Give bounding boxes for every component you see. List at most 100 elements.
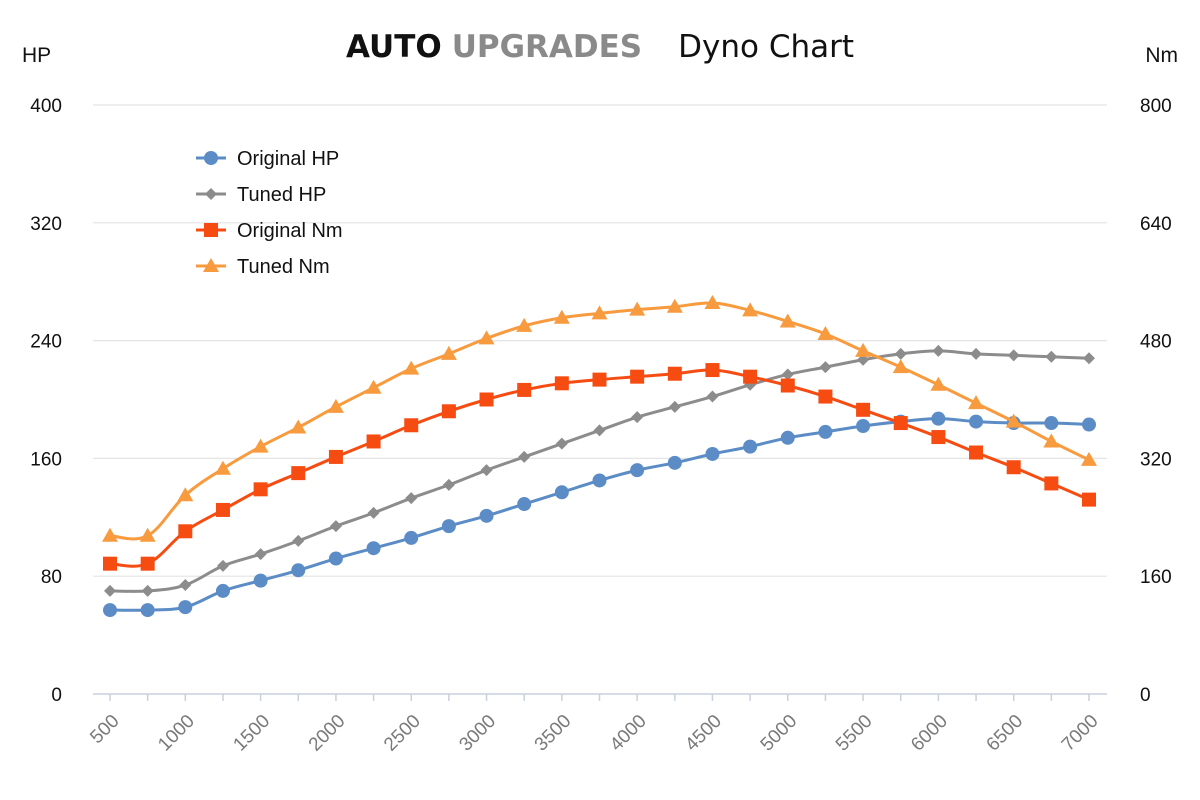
data-point-tuned-nm	[327, 398, 344, 413]
data-point-original-hp	[818, 424, 833, 439]
data-point-original-nm	[705, 363, 720, 378]
data-point-tuned-nm	[1005, 413, 1022, 428]
series-original-hp	[103, 411, 1096, 618]
data-point-tuned-hp	[405, 492, 418, 505]
data-point-original-nm	[1006, 460, 1021, 475]
data-point-original-nm	[1044, 476, 1059, 491]
data-point-tuned-hp	[781, 368, 794, 381]
data-point-tuned-hp	[819, 361, 832, 374]
data-point-tuned-hp	[216, 559, 229, 572]
data-point-original-nm	[140, 556, 155, 571]
data-point-original-hp	[404, 530, 419, 545]
data-point-original-nm	[667, 366, 682, 381]
data-point-original-hp	[1044, 416, 1059, 431]
data-point-original-nm	[893, 416, 908, 431]
data-point-tuned-nm	[855, 342, 872, 357]
data-point-original-hp	[103, 603, 117, 618]
data-point-original-nm	[404, 418, 419, 433]
data-point-original-hp	[780, 430, 795, 445]
x-tick-label: 500	[86, 711, 123, 748]
legend-marker	[205, 188, 217, 200]
x-tick-label: 4500	[681, 711, 726, 756]
legend-label: Original HP	[237, 148, 339, 170]
data-point-original-hp	[554, 485, 569, 500]
data-point-original-hp	[856, 419, 871, 434]
data-point-tuned-hp	[254, 548, 267, 561]
legend-label: Tuned Nm	[237, 256, 330, 278]
data-point-original-hp	[291, 563, 306, 578]
data-point-tuned-nm	[553, 309, 570, 324]
title-brand-upgrades: UPGRADES	[452, 29, 642, 65]
y-left-tick-label: 400	[30, 96, 62, 117]
x-tick-label: 2000	[305, 711, 350, 756]
data-point-original-hp	[517, 497, 532, 512]
data-point-original-hp	[441, 519, 456, 534]
legend-marker	[204, 151, 218, 165]
data-point-tuned-hp	[706, 390, 719, 403]
data-point-original-nm	[215, 502, 230, 517]
data-point-tuned-nm	[139, 527, 156, 542]
data-point-original-nm	[630, 369, 645, 384]
data-point-tuned-hp	[631, 411, 644, 424]
data-point-tuned-nm	[252, 438, 269, 453]
data-point-tuned-hp	[1083, 352, 1095, 365]
legend-label: Tuned HP	[237, 184, 326, 206]
data-point-original-nm	[1082, 492, 1096, 507]
data-point-tuned-nm	[478, 330, 495, 345]
x-tick-label: 5000	[757, 711, 802, 756]
x-tick-label: 2500	[380, 711, 425, 756]
data-point-original-hp	[253, 573, 268, 588]
data-point-original-hp	[178, 600, 193, 615]
data-point-tuned-nm	[1043, 433, 1060, 448]
legend-marker	[204, 223, 218, 237]
y-right-tick-label: 800	[1140, 96, 1172, 117]
data-point-original-nm	[328, 449, 343, 464]
title-brand-auto: AUTO	[346, 29, 442, 65]
data-point-tuned-nm	[516, 317, 533, 332]
data-point-tuned-hp	[329, 520, 342, 533]
data-point-original-nm	[856, 402, 871, 417]
data-point-tuned-hp	[367, 506, 380, 519]
data-point-original-nm	[554, 376, 569, 391]
x-tick-label: 3000	[455, 711, 500, 756]
data-point-original-nm	[517, 382, 532, 397]
data-point-original-nm	[479, 392, 494, 407]
legend-item-original-nm: Original Nm	[196, 220, 343, 242]
x-tick-label: 3500	[531, 711, 576, 756]
data-point-tuned-hp	[442, 478, 455, 491]
data-point-tuned-hp	[141, 584, 154, 597]
data-point-tuned-nm	[704, 295, 721, 310]
data-point-original-nm	[969, 445, 984, 460]
data-point-original-nm	[743, 369, 758, 384]
data-point-tuned-nm	[817, 325, 834, 340]
data-point-tuned-nm	[666, 298, 683, 313]
gridlines	[93, 104, 1107, 577]
data-point-original-nm	[103, 556, 117, 571]
data-point-tuned-hp	[1045, 350, 1058, 363]
data-point-original-hp	[705, 446, 720, 461]
data-point-tuned-nm	[177, 487, 194, 502]
y-right-tick-label: 160	[1140, 567, 1172, 588]
chart-title: AUTO UPGRADES Dyno Chart	[346, 29, 854, 65]
data-point-original-hp	[479, 508, 494, 523]
data-point-tuned-hp	[1007, 349, 1020, 362]
data-point-original-nm	[592, 372, 607, 387]
data-point-original-hp	[366, 541, 381, 556]
series-layer	[102, 295, 1097, 618]
data-point-original-hp	[592, 473, 607, 488]
data-point-original-hp	[140, 603, 155, 618]
y-right-unit-label: Nm	[1145, 44, 1178, 67]
data-point-tuned-nm	[440, 345, 457, 360]
title-dyno-chart: Dyno Chart	[678, 29, 854, 65]
y-right-tick-label: 320	[1140, 449, 1172, 470]
legend-item-tuned-hp: Tuned HP	[196, 184, 326, 206]
data-point-tuned-nm	[779, 313, 796, 328]
series-tuned-hp	[104, 344, 1095, 597]
data-point-original-hp	[743, 439, 758, 454]
data-point-tuned-hp	[480, 464, 493, 477]
x-tick-label: 7000	[1058, 711, 1103, 756]
y-left-tick-label: 80	[41, 567, 62, 588]
data-point-tuned-hp	[555, 437, 568, 450]
data-point-original-hp	[667, 455, 682, 470]
data-point-original-nm	[253, 482, 268, 497]
